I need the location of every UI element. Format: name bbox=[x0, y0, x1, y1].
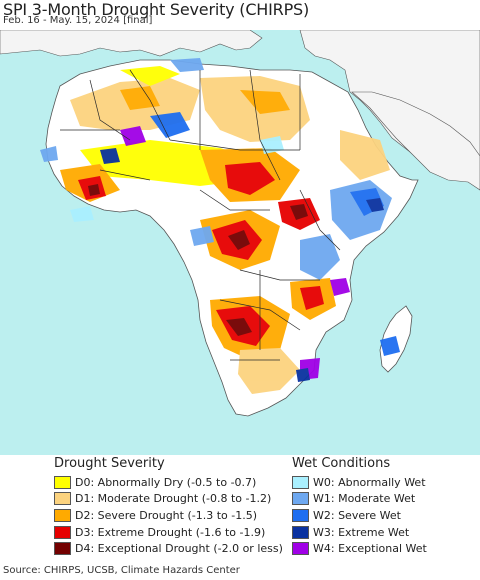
legend-label-w4: W4: Exceptional Wet bbox=[313, 542, 427, 556]
legend-item-d2: D2: Severe Drought (-1.3 to -1.5) bbox=[54, 507, 283, 524]
map-title: SPI 3-Month Drought Severity (CHIRPS) bbox=[3, 0, 310, 19]
legend-label-d2: D2: Severe Drought (-1.3 to -1.5) bbox=[75, 508, 258, 522]
legend-item-w2: W2: Severe Wet bbox=[292, 507, 427, 524]
europe-landmass bbox=[0, 30, 263, 57]
swatch-w4 bbox=[292, 542, 309, 556]
swatch-d0 bbox=[54, 475, 71, 489]
swatch-d1 bbox=[54, 492, 71, 506]
drought-legend-title: Drought Severity bbox=[54, 456, 165, 471]
africa-drought-map bbox=[0, 30, 480, 455]
swatch-w1 bbox=[292, 492, 309, 506]
legend-label-w1: W1: Moderate Wet bbox=[313, 492, 416, 506]
source-credit: Source: CHIRPS, UCSB, Climate Hazards Ce… bbox=[3, 565, 240, 576]
legend-item-w1: W1: Moderate Wet bbox=[292, 491, 427, 508]
wet-legend-title: Wet Conditions bbox=[292, 456, 391, 471]
legend-label-d4: D4: Exceptional Drought (-2.0 or less) bbox=[75, 542, 283, 556]
legend-label-d1: D1: Moderate Drought (-0.8 to -1.2) bbox=[75, 492, 272, 506]
legend-item-d4: D4: Exceptional Drought (-2.0 or less) bbox=[54, 540, 283, 557]
legend-label-w2: W2: Severe Wet bbox=[313, 508, 401, 522]
swatch-w3 bbox=[292, 525, 309, 539]
map-legend: Drought Severity D0: Abnormally Dry (-0.… bbox=[0, 456, 480, 562]
legend-label-d3: D3: Extreme Drought (-1.6 to -1.9) bbox=[75, 525, 266, 539]
drought-legend: Drought Severity D0: Abnormally Dry (-0.… bbox=[54, 456, 283, 557]
legend-item-w0: W0: Abnormally Wet bbox=[292, 474, 427, 491]
legend-item-d0: D0: Abnormally Dry (-0.5 to -0.7) bbox=[54, 474, 283, 491]
legend-label-w0: W0: Abnormally Wet bbox=[313, 475, 426, 489]
map-subtitle: Feb. 16 - May. 15, 2024 [final] bbox=[3, 15, 153, 26]
arabian-peninsula bbox=[351, 91, 480, 191]
legend-item-d3: D3: Extreme Drought (-1.6 to -1.9) bbox=[54, 524, 283, 541]
swatch-w0 bbox=[292, 475, 309, 489]
swatch-d2 bbox=[54, 508, 71, 522]
legend-item-w3: W3: Extreme Wet bbox=[292, 524, 427, 541]
wet-patches bbox=[40, 58, 400, 382]
swatch-w2 bbox=[292, 508, 309, 522]
legend-item-w4: W4: Exceptional Wet bbox=[292, 540, 427, 557]
country-borders bbox=[60, 69, 341, 361]
legend-label-d0: D0: Abnormally Dry (-0.5 to -0.7) bbox=[75, 475, 257, 489]
swatch-d3 bbox=[54, 525, 71, 539]
wet-legend: Wet Conditions W0: Abnormally Wet W1: Mo… bbox=[292, 456, 427, 557]
swatch-d4 bbox=[54, 542, 71, 556]
legend-label-w3: W3: Extreme Wet bbox=[313, 525, 410, 539]
legend-item-d1: D1: Moderate Drought (-0.8 to -1.2) bbox=[54, 491, 283, 508]
